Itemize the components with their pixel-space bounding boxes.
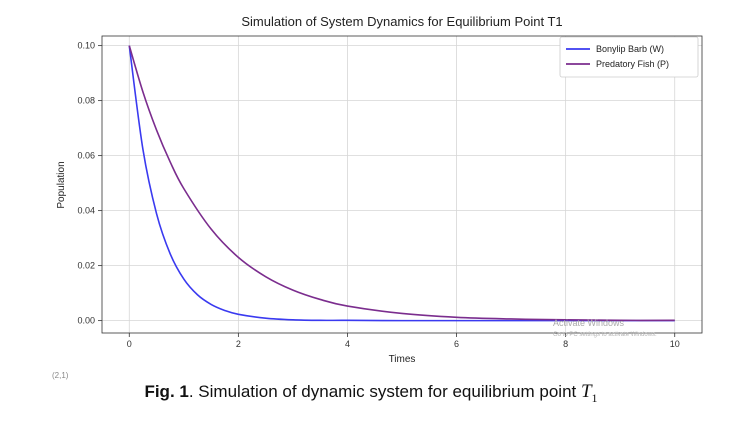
activate-windows-watermark: Activate Windows Go to PC settings to ac… — [553, 318, 657, 338]
legend-entry: Predatory Fish (P) — [596, 59, 669, 69]
y-tick-label: 0.08 — [77, 96, 95, 106]
x-axis-label: Times — [389, 354, 416, 365]
legend-entry: Bonylip Barb (W) — [596, 44, 664, 54]
grid — [102, 36, 702, 333]
caption-text: . Simulation of dynamic system for equil… — [188, 382, 581, 401]
watermark-title: Activate Windows — [553, 318, 625, 328]
x-tick-label: 4 — [345, 339, 350, 349]
x-tick-label: 10 — [670, 339, 680, 349]
figure-chart: Simulation of System Dynamics for Equili… — [52, 14, 703, 380]
y-tick-label: 0.04 — [77, 206, 95, 216]
caption-label: Fig. 1 — [144, 382, 189, 401]
series-lines — [128, 45, 675, 322]
y-axis: 0.00 0.02 0.04 0.06 0.08 0.10 — [77, 41, 102, 326]
legend-box — [559, 36, 699, 78]
series-line-1 — [128, 45, 675, 322]
y-tick-label: 0.02 — [77, 261, 95, 271]
x-tick-label: 2 — [236, 339, 241, 349]
caption-subscript: 1 — [591, 390, 598, 405]
legend: Bonylip Barb (W) Predatory Fish (P) — [559, 36, 699, 78]
chart-title: Simulation of System Dynamics for Equili… — [241, 14, 562, 29]
cropped-stray-text: (2,1) — [52, 371, 69, 380]
plot-area — [101, 35, 703, 334]
figure-caption: Fig. 1. Simulation of dynamic system for… — [0, 381, 742, 406]
caption-variable: T1 — [580, 381, 598, 405]
y-tick-label: 0.06 — [77, 151, 95, 161]
x-tick-label: 0 — [127, 339, 132, 349]
x-tick-label: 6 — [454, 339, 459, 349]
x-axis: 0 2 4 6 8 10 — [127, 333, 680, 349]
y-axis-label: Population — [56, 161, 67, 208]
watermark-subtitle: Go to PC settings to activate Windows. — [553, 332, 657, 338]
series-line-2 — [128, 45, 675, 322]
x-tick-label: 8 — [563, 339, 568, 349]
y-tick-label: 0.00 — [77, 316, 95, 326]
y-tick-label: 0.10 — [77, 41, 95, 51]
